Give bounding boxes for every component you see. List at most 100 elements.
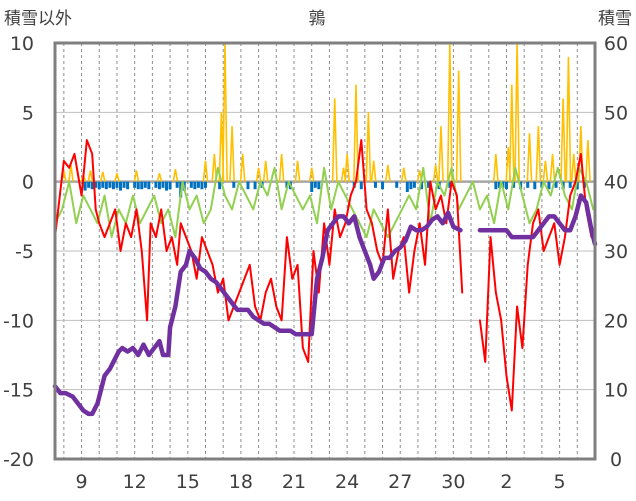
left-tick-label: 0 [22,172,34,194]
left-tick-label: 5 [22,102,34,124]
bar-mark [83,181,87,191]
spike-mark [344,153,351,182]
spike-mark [508,84,515,182]
snow-depth-line [477,193,598,247]
bar-mark [203,181,207,188]
x-tick-label: 21 [282,471,306,493]
right-tick-label: 20 [604,310,628,332]
bar-mark [419,181,423,190]
bar-mark [189,181,193,188]
spike-mark [400,167,407,182]
bar-mark [310,181,314,192]
spike-mark [156,173,163,182]
spike-mark [133,170,140,182]
bar-mark [193,181,197,190]
bar-mark [143,181,147,188]
left-tick-label: -10 [3,310,34,332]
plot-frame [53,41,597,461]
bar-mark [317,181,321,190]
x-tick-label: 30 [441,471,465,493]
bar-mark [313,181,317,188]
bar-mark [504,181,508,190]
series-line [54,139,464,363]
spike-mark [432,164,439,182]
bar-mark [253,181,257,190]
series-line [54,166,595,239]
bar-mark [246,181,250,190]
right-tick-label: 0 [610,449,622,471]
bar-mark [448,181,452,188]
spike-mark [584,140,591,182]
right-tick-label: 30 [604,241,628,263]
bar-mark [147,181,151,190]
spike-mark [560,98,567,182]
bar-mark [136,181,140,190]
bar-mark [104,181,108,190]
series-line [478,152,593,412]
x-tick-label: 18 [229,471,253,493]
bar-mark [512,181,516,188]
bar-mark [359,181,363,190]
bar-mark [133,181,137,188]
spike-mark [370,160,377,182]
spike-mark [455,70,462,182]
bar-mark [232,181,236,188]
bar-mark [395,181,399,188]
x-tick-label: 24 [335,471,359,493]
spike-mark [114,173,120,182]
x-tick-label: 27 [388,471,412,493]
spike-mark [229,126,235,182]
bar-mark [87,181,91,188]
spike-mark [239,153,246,182]
bar-mark [533,181,537,190]
right-tick-label: 40 [604,172,628,194]
right-tick-label: 60 [604,33,628,55]
spike-mark [549,153,556,182]
spike-mark [353,84,359,182]
right-tick-label: 50 [604,102,628,124]
bar-mark [101,181,105,188]
bar-mark [119,181,123,191]
left-tick-label: 10 [10,33,34,55]
bar-mark [554,181,558,188]
left-tick-label: -5 [15,241,34,263]
bar-mark [196,181,200,188]
bar-mark [108,181,112,188]
x-tick-label: 15 [176,471,200,493]
bar-mark [168,181,172,190]
bar-mark [111,181,115,190]
spike-mark [87,170,94,182]
bar-mark [568,181,572,188]
spike-mark [172,169,179,182]
bar-mark [126,181,130,190]
spike-mark [384,164,391,182]
x-tick-label: 2 [500,471,512,493]
bar-mark [140,181,144,190]
spike-mark [278,153,285,182]
spike-mark [211,153,218,182]
bar-mark [200,181,204,190]
bar-mark [165,181,169,191]
bar-mark [526,181,530,188]
bar-mark [115,181,119,188]
series-layer [52,42,598,417]
bar-mark [122,181,126,188]
left-tick-label: -15 [3,380,34,402]
spike-mark [492,153,499,182]
spike-mark [294,160,301,182]
spike-mark [526,133,533,182]
bar-mark [405,181,409,192]
bar-mark [412,181,416,188]
spike-mark [308,167,315,182]
spike-mark [542,160,549,182]
bar-mark [157,181,161,190]
spike-mark [438,126,444,182]
bar-mark [90,181,94,190]
bar-mark [373,181,377,188]
chart-title: 鶉 [309,9,326,29]
spike-mark [365,112,372,182]
bar-mark [409,181,413,190]
spike-mark [570,153,577,182]
